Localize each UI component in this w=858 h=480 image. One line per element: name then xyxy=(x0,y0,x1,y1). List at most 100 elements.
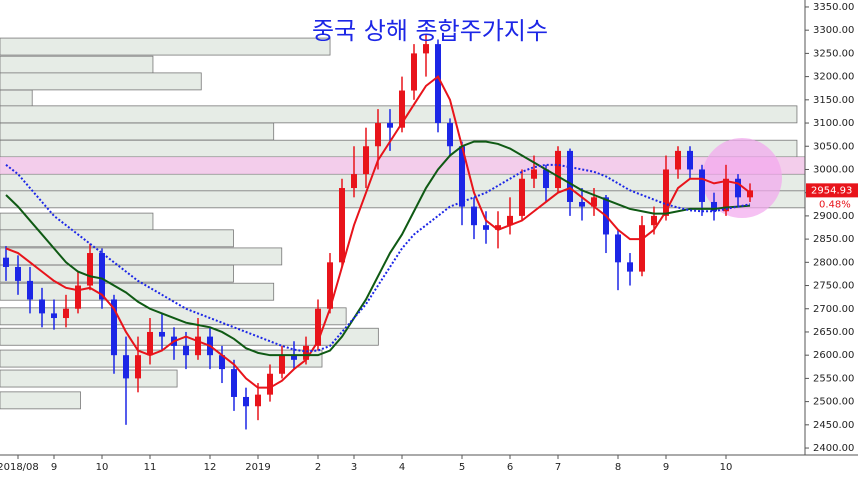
x-tick-label: 2 xyxy=(315,462,321,473)
candle-body xyxy=(543,169,549,189)
candle-body xyxy=(243,396,249,407)
x-tick-label: 2018/08 xyxy=(0,462,39,473)
candle-body xyxy=(339,188,345,263)
candle-body xyxy=(495,225,501,230)
candle-body xyxy=(39,299,45,314)
profile-bar xyxy=(0,55,154,74)
y-tick-label: 3100.00 xyxy=(813,118,854,129)
y-tick-label: 2600.00 xyxy=(813,350,854,361)
x-tick-label: 4 xyxy=(399,462,405,473)
candle-body xyxy=(459,146,465,207)
candle-body xyxy=(279,355,285,374)
profile-bar xyxy=(0,89,33,108)
candle-body xyxy=(63,308,69,319)
y-tick-label: 2550.00 xyxy=(813,373,854,384)
x-tick-label: 11 xyxy=(144,462,157,473)
candle-body xyxy=(303,345,309,360)
candle-body xyxy=(51,313,57,319)
candle-body xyxy=(327,262,333,309)
profile-bar xyxy=(0,122,275,141)
candle-body xyxy=(15,266,21,281)
y-tick-label: 2450.00 xyxy=(813,420,854,431)
candle-body xyxy=(291,355,297,360)
candle-body xyxy=(723,178,729,212)
candle-body xyxy=(195,336,201,356)
y-tick-label: 2400.00 xyxy=(813,443,854,454)
candle-body xyxy=(675,150,681,170)
profile-bar xyxy=(0,229,234,248)
candle-body xyxy=(99,253,105,300)
price-highlight xyxy=(0,157,805,174)
profile-bar xyxy=(0,369,178,388)
moving-average xyxy=(5,163,751,353)
y-tick-label: 2500.00 xyxy=(813,397,854,408)
profile-bar xyxy=(0,72,202,91)
profile-bar xyxy=(0,282,275,301)
candle-body xyxy=(315,308,321,346)
x-tick-label: 7 xyxy=(555,462,561,473)
candle-body xyxy=(75,285,81,309)
candle-body xyxy=(579,201,585,207)
candle-body xyxy=(111,299,117,356)
y-tick-label: 3200.00 xyxy=(813,72,854,83)
y-tick-label: 2850.00 xyxy=(813,234,854,245)
moving-average xyxy=(5,75,751,389)
candle-body xyxy=(615,234,621,263)
x-tick-label: 12 xyxy=(204,462,217,473)
profile-bar xyxy=(0,264,234,283)
candle-body xyxy=(687,150,693,170)
x-tick-label: 8 xyxy=(615,462,621,473)
candle-body xyxy=(627,262,633,272)
y-tick-label: 2700.00 xyxy=(813,304,854,315)
chart-title: 중국 상해 종합주가지수 xyxy=(312,17,548,45)
candle-body xyxy=(159,331,165,337)
candle-body xyxy=(447,123,453,147)
candle-body xyxy=(435,44,441,124)
y-tick-label: 3350.00 xyxy=(813,2,854,13)
change-label: 0.48% xyxy=(819,199,851,210)
candle-body xyxy=(711,201,717,212)
candle-body xyxy=(87,253,93,286)
profile-bar xyxy=(0,247,283,266)
profile-bar xyxy=(0,307,347,326)
candle-body xyxy=(375,123,381,147)
profile-bar xyxy=(0,212,154,231)
x-tick-label: 9 xyxy=(663,462,669,473)
y-tick-label: 3250.00 xyxy=(813,48,854,59)
candle-body xyxy=(639,225,645,272)
candle-body xyxy=(27,280,33,300)
x-tick-label: 3 xyxy=(351,462,357,473)
candle-body xyxy=(231,369,237,397)
candle-body xyxy=(423,44,429,54)
profile-bar xyxy=(0,190,806,209)
candle-body xyxy=(663,169,669,216)
candle-body xyxy=(147,331,153,356)
highlight-circle xyxy=(702,138,782,218)
candle-body xyxy=(483,225,489,230)
profile-bar xyxy=(0,391,81,410)
x-tick-label: 5 xyxy=(459,462,465,473)
y-tick-label: 3150.00 xyxy=(813,95,854,106)
moving-average xyxy=(5,140,751,357)
x-tick-label: 10 xyxy=(720,462,733,473)
plot xyxy=(3,34,753,430)
candle-body xyxy=(399,90,405,128)
candle-body xyxy=(531,169,537,179)
profile-bar xyxy=(0,327,379,346)
x-tick-label: 9 xyxy=(51,462,57,473)
candle-body xyxy=(363,146,369,175)
candle-body xyxy=(567,150,573,202)
candle-body xyxy=(135,355,141,379)
candle-body xyxy=(351,174,357,189)
candle-body xyxy=(591,197,597,207)
profile-bar xyxy=(0,37,331,56)
y-tick-label: 3300.00 xyxy=(813,25,854,36)
candle-body xyxy=(651,215,657,226)
y-tick-label: 3000.00 xyxy=(813,164,854,175)
profile-bar xyxy=(0,349,323,368)
y-tick-label: 2750.00 xyxy=(813,281,854,292)
candle-body xyxy=(699,169,705,202)
x-tick-label: 6 xyxy=(507,462,513,473)
